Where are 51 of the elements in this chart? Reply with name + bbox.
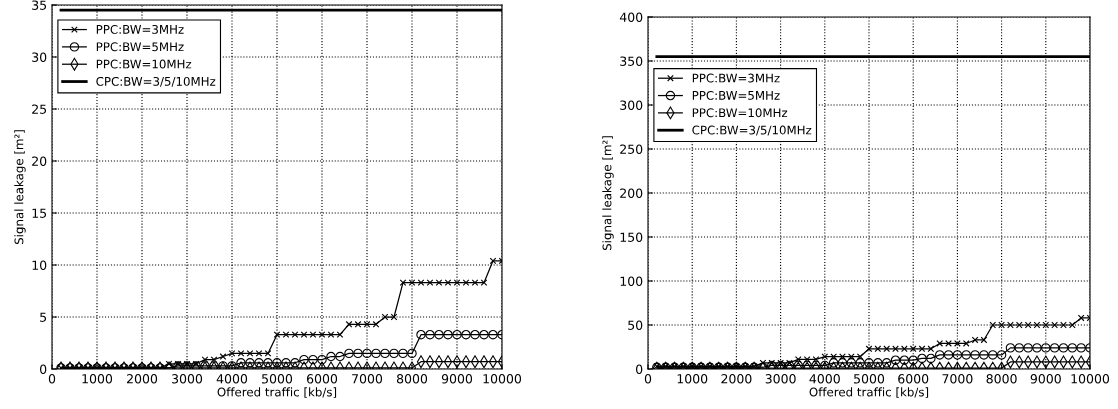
y-tick-label: 20 [32, 156, 47, 166]
x-tick-label: 8000 [396, 374, 428, 384]
x-tick-label: 0 [48, 374, 56, 384]
x-axis-title: Offered traffic [kb/s] [217, 387, 337, 398]
y-tick-label: 250 [620, 144, 643, 154]
x-tick-label: 1000 [677, 374, 708, 384]
x-tick-label: 7000 [942, 374, 973, 384]
y-tick-label: 100 [620, 276, 643, 286]
y-tick-label: 350 [620, 56, 643, 66]
y-tick-label: 200 [620, 188, 643, 198]
x-tick-label: 1000 [82, 374, 113, 384]
y-tick-label: 15 [32, 208, 47, 218]
y-tick-label: 0 [40, 364, 47, 374]
legend-label: PPC:BW=3MHz [96, 24, 184, 34]
x-tick-label: 5000 [854, 374, 885, 384]
x-tick-label: 2000 [127, 374, 158, 384]
legend-label: PPC:BW=10MHz [692, 108, 788, 118]
legend-label: PPC:BW=5MHz [692, 90, 780, 100]
x-tick-label: 5000 [262, 374, 293, 384]
x-tick-label: 7000 [352, 374, 383, 384]
y-tick-label: 300 [620, 100, 643, 110]
y-tick-label: 5 [40, 312, 47, 322]
x-tick-label: 9000 [441, 374, 473, 384]
x-tick-label: 2000 [721, 374, 752, 384]
x-tick-label: 10000 [1071, 374, 1110, 384]
x-tick-label: 6000 [898, 374, 929, 384]
x-tick-label: 4000 [216, 374, 248, 384]
y-tick-label: 400 [619, 12, 643, 22]
y-axis-title: Signal leakage [m²] [14, 130, 26, 245]
y-tick-label: 50 [628, 320, 643, 330]
legend-label: CPC:BW=3/5/10MHz [96, 76, 216, 87]
legend-label: PPC:BW=3MHz [692, 73, 780, 83]
x-tick-label: 6000 [306, 374, 338, 384]
x-tick-label: 9000 [1030, 374, 1061, 384]
x-tick-label: 0 [644, 374, 652, 384]
x-axis-title: Offered traffic [kb/s] [809, 387, 929, 398]
x-tick-label: 3000 [765, 374, 796, 384]
x-tick-label: 4000 [809, 374, 840, 384]
y-tick-label: 10 [32, 260, 47, 270]
x-tick-label: 8000 [986, 374, 1017, 384]
legend-label: CPC:BW=3/5/10MHz [692, 125, 812, 136]
y-tick-label: 30 [32, 52, 47, 62]
y-tick-label: 35 [32, 0, 47, 10]
legend-label: PPC:BW=5MHz [96, 42, 184, 52]
x-tick-label: 3000 [172, 374, 203, 384]
y-tick-label: 25 [32, 104, 47, 114]
y-tick-label: 0 [636, 364, 643, 374]
y-axis-title: Signal leakage [m²] [602, 136, 614, 251]
legend-label: PPC:BW=10MHz [96, 59, 192, 69]
x-tick-label: 10000 [483, 374, 522, 384]
y-tick-label: 150 [620, 232, 643, 242]
